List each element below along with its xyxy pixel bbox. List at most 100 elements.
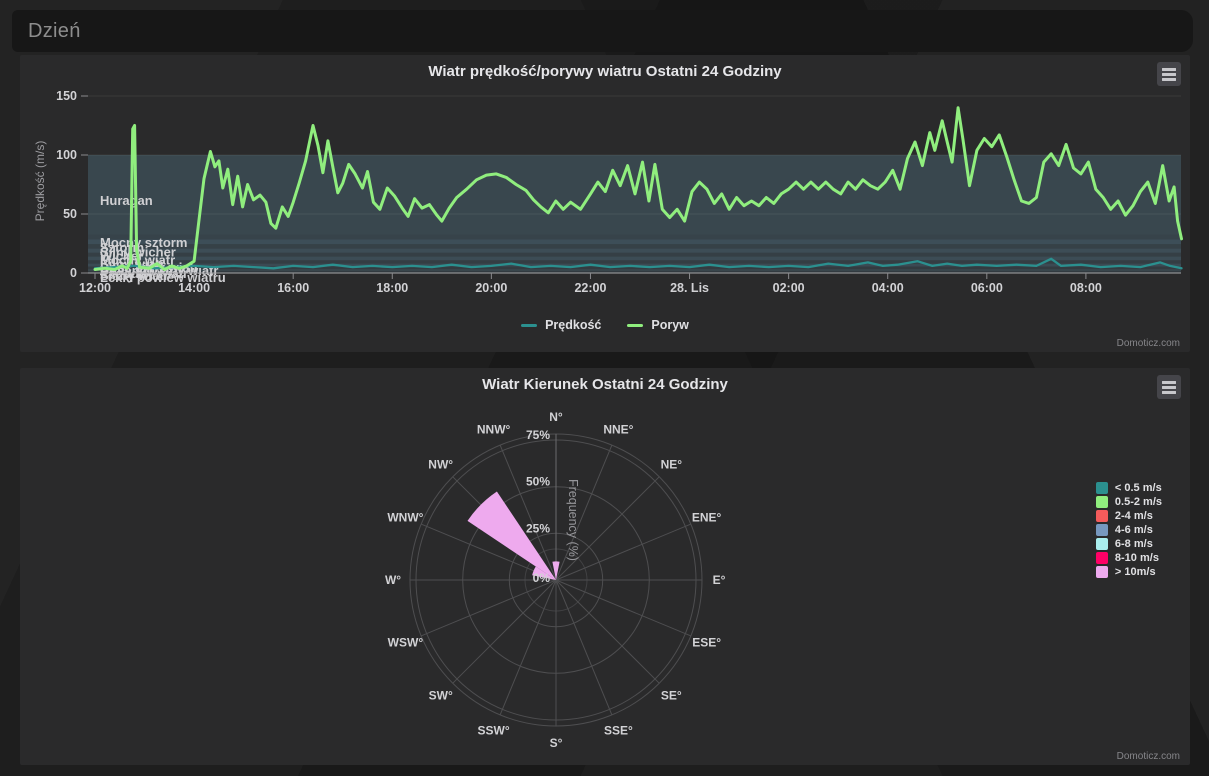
- legend-item[interactable]: Prędkość: [521, 318, 601, 332]
- beaufort-band-label: Huragan: [100, 193, 153, 208]
- beaufort-band: [88, 234, 1181, 240]
- wind-rose-wedge[interactable]: [467, 491, 557, 581]
- hamburger-icon: [1162, 385, 1176, 389]
- x-tick-label: 12:00: [79, 281, 111, 295]
- polar-grid-spoke: [452, 579, 557, 684]
- gust-line: [93, 106, 1183, 271]
- rose-legend-item[interactable]: < 0.5 m/s: [1095, 482, 1162, 494]
- radial-tick-label: 50%: [526, 475, 550, 489]
- beaufort-band: [88, 271, 1181, 273]
- x-tick-label: 16:00: [277, 281, 309, 295]
- radial-tick-label: 25%: [526, 521, 550, 535]
- polar-grid-spoke: [420, 579, 557, 637]
- hamburger-icon: [1162, 72, 1176, 76]
- wind-rose-legend: < 0.5 m/s 0.5-2 m/s 2-4 m/s 4-6 m/s 6-8 m/s 8…: [1095, 482, 1162, 578]
- wind-direction-chart-title: Wiatr Kierunek Ostatni 24 Godziny: [482, 376, 728, 393]
- compass-direction-label: E°: [713, 573, 726, 587]
- legend-item[interactable]: Poryw: [627, 318, 689, 332]
- y-tick-label: 150: [56, 89, 77, 103]
- legend-label: 0.5-2 m/s: [1114, 496, 1162, 508]
- beaufort-band-label: Wicher: [100, 249, 143, 264]
- wind-rose-wedges: [467, 491, 560, 581]
- y-axis-title: Prędkość (m/s): [33, 141, 47, 222]
- compass-direction-label: ESE°: [692, 635, 721, 649]
- x-tick-label: 22:00: [574, 281, 606, 295]
- legend-label: Poryw: [651, 318, 689, 332]
- compass-direction-label: NW°: [428, 458, 453, 472]
- speed-line: [93, 257, 1183, 270]
- rose-legend-item[interactable]: 0.5-2 m/s: [1095, 496, 1162, 508]
- y-tick-label: 50: [63, 207, 77, 221]
- hamburger-icon: [1162, 77, 1176, 81]
- wind-rose-wedge[interactable]: [552, 561, 560, 580]
- beaufort-band-label: Sztorm: [100, 240, 144, 255]
- compass-direction-label: W°: [385, 573, 401, 587]
- compass-direction-label: WSW°: [388, 635, 424, 649]
- polar-grid-spoke: [499, 579, 557, 716]
- y-tick-label: 0: [70, 266, 77, 280]
- radial-tick-label: 0%: [533, 571, 551, 585]
- radial-axis-title: Frequency (%): [566, 479, 580, 561]
- x-tick-label: 14:00: [178, 281, 210, 295]
- x-tick-label: 20:00: [475, 281, 507, 295]
- legend-label: 4-6 m/s: [1114, 524, 1153, 536]
- x-tick-label: 28. Lis: [670, 281, 709, 295]
- chart-context-menu-button[interactable]: [1157, 375, 1181, 399]
- wind-rose-wedge[interactable]: [532, 566, 556, 581]
- y-tick-label: 100: [56, 148, 77, 162]
- legend-line-icon: [627, 323, 644, 327]
- legend-swatch-icon: [1095, 510, 1108, 522]
- legend-swatch-icon: [1095, 552, 1108, 564]
- rose-legend-item[interactable]: 4-6 m/s: [1095, 524, 1162, 536]
- legend-swatch-icon: [1095, 482, 1108, 494]
- legend-swatch-icon: [1095, 524, 1108, 536]
- polar-grid-spoke: [499, 444, 557, 581]
- beaufort-band: [88, 260, 1181, 264]
- legend-label: 2-4 m/s: [1114, 510, 1153, 522]
- polar-grid-spoke: [555, 523, 692, 581]
- wind-speed-chart-legend: Prędkość Poryw: [20, 318, 1190, 332]
- polar-grid-spoke: [555, 579, 613, 716]
- hamburger-icon: [1162, 390, 1176, 394]
- wind-direction-chart-panel: 0% 25% 50% 75% Frequency (%) N° NNE° NE° ENE° E° E…: [20, 368, 1190, 765]
- compass-direction-label: NNE°: [603, 422, 633, 436]
- radial-tick-label: 75%: [526, 428, 550, 442]
- domoticz-watermark: Domoticz.com: [1116, 338, 1180, 349]
- beaufort-band: [88, 256, 1181, 261]
- beaufort-band: [88, 269, 1181, 272]
- compass-direction-label: S°: [550, 736, 563, 750]
- day-panel-title: Dzień: [28, 19, 81, 42]
- compass-direction-label: ENE°: [692, 511, 722, 525]
- compass-direction-label: SSE°: [604, 724, 633, 738]
- compass-direction-label: SE°: [661, 688, 682, 702]
- beaufort-band-label: Słaby wiatr: [100, 268, 169, 283]
- rose-legend-item[interactable]: 2-4 m/s: [1095, 510, 1162, 522]
- legend-label: 6-8 m/s: [1114, 538, 1153, 550]
- legend-label: > 10m/s: [1114, 566, 1156, 578]
- beaufort-band: [88, 239, 1181, 245]
- day-panel-header[interactable]: Dzień: [12, 10, 1193, 52]
- hamburger-icon: [1162, 380, 1176, 384]
- beaufort-band: [88, 244, 1181, 249]
- polar-grid-spoke: [555, 579, 692, 637]
- wind-rose-plot[interactable]: 0% 25% 50% 75% Frequency (%) N° NNE° NE° ENE° E° E…: [20, 368, 1190, 765]
- rose-legend-item[interactable]: 8-10 m/s: [1095, 552, 1162, 564]
- legend-swatch-icon: [1095, 496, 1108, 508]
- chart-context-menu-button[interactable]: [1157, 62, 1181, 86]
- compass-direction-label: NE°: [661, 458, 683, 472]
- legend-swatch-icon: [1095, 538, 1108, 550]
- x-tick-label: 06:00: [971, 281, 1003, 295]
- beaufort-band-label: Mocny sztorm: [100, 235, 187, 250]
- compass-direction-label: WNW°: [387, 511, 423, 525]
- x-tick-label: 18:00: [376, 281, 408, 295]
- x-tick-label: 08:00: [1070, 281, 1102, 295]
- rose-legend-item[interactable]: > 10m/s: [1095, 566, 1162, 578]
- polar-grid-spoke: [420, 523, 557, 581]
- rose-legend-item[interactable]: 6-8 m/s: [1095, 538, 1162, 550]
- hamburger-icon: [1162, 67, 1176, 71]
- legend-label: 8-10 m/s: [1114, 552, 1159, 564]
- beaufort-band: [88, 252, 1181, 257]
- wind-speed-chart-panel: Lekki powiew wiatru Słaby wiatr Łagodny wi…: [20, 55, 1190, 352]
- compass-direction-label: SW°: [429, 688, 453, 702]
